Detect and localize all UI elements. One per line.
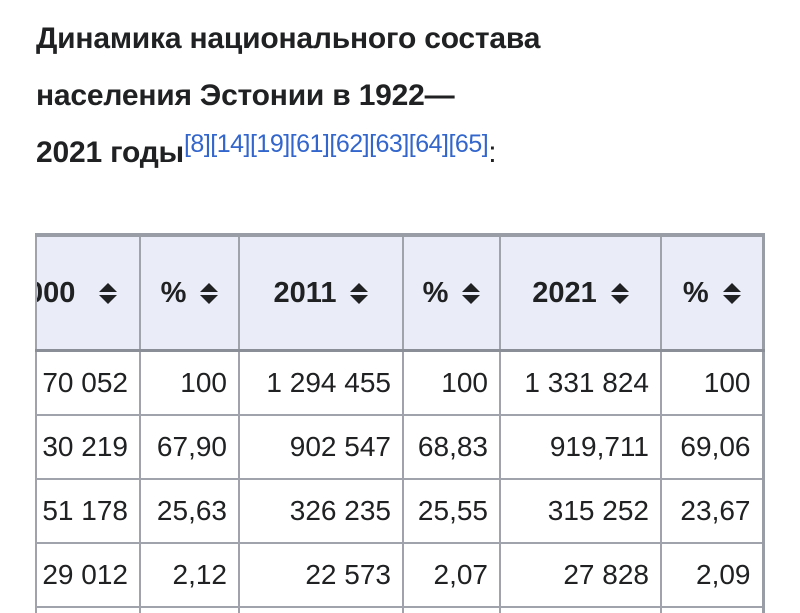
table-cell: 100 (660, 349, 764, 416)
title-line-3-text: 2021 годы (36, 136, 184, 169)
reference-link[interactable]: [14] (210, 130, 250, 158)
column-label: 2011 (273, 276, 337, 309)
table-cell: 2,07 (402, 542, 501, 608)
table-cell: 25,63 (139, 478, 240, 544)
table-cell: 69,06 (660, 414, 764, 480)
column-header-percent-2011[interactable]: % (402, 234, 501, 352)
column-header-percent-2021[interactable]: % (660, 234, 764, 352)
table-cell: 29 012 (35, 542, 141, 608)
table-cell (499, 606, 662, 613)
table-row (35, 606, 764, 613)
sort-icon (350, 282, 369, 304)
table-row: 30 219 67,90 902 547 68,83 919,711 69,06 (35, 414, 764, 480)
sort-icon (462, 282, 481, 304)
column-header-year-2021[interactable]: 2021 (499, 234, 662, 352)
table-cell: 919,711 (499, 414, 662, 480)
table-cell: 1 294 455 (238, 349, 404, 416)
table-cell: 326 235 (238, 478, 404, 544)
column-header-year-2011[interactable]: 2011 (238, 234, 404, 352)
table-cell: 22 573 (238, 542, 404, 608)
table-cell (35, 606, 141, 613)
table-cell: 2,09 (660, 542, 764, 608)
table-cell (402, 606, 501, 613)
column-label: 000 (38, 276, 76, 309)
table-row: 70 052 100 1 294 455 100 1 331 824 100 (35, 349, 764, 416)
table-cell: 315 252 (499, 478, 662, 544)
table-cell: 51 178 (35, 478, 141, 544)
section-title: Динамика национального состава населения… (36, 10, 776, 183)
title-line-2: населения Эстонии в 1922— (36, 79, 455, 112)
column-label: % (682, 276, 709, 309)
table-cell: 25,55 (402, 478, 501, 544)
table-cell: 70 052 (35, 349, 141, 416)
column-label: % (422, 276, 449, 309)
table-cell (139, 606, 240, 613)
column-label: 2021 (532, 276, 597, 309)
sort-icon (200, 282, 219, 304)
column-label: % (160, 276, 187, 309)
table-header-row: 000% 2011% 2021% (35, 234, 764, 352)
table-cell (660, 606, 764, 613)
title-line-3: 2021 годы[8][14][19][61][62][63][64][65]… (36, 124, 776, 183)
table-row: 29 012 2,12 22 573 2,07 27 828 2,09 (35, 542, 764, 608)
column-header-year-column-clipped[interactable]: 000 (35, 234, 141, 352)
reference-link[interactable]: [61] (289, 130, 330, 158)
table-cell: 1 331 824 (499, 349, 662, 416)
table-row: 51 178 25,63 326 235 25,55 315 252 23,67 (35, 478, 764, 544)
reference-link[interactable]: [62] (329, 130, 370, 158)
table-cell: 67,90 (139, 414, 240, 480)
title-line-1: Динамика национального состава (36, 22, 541, 55)
table-cell: 68,83 (402, 414, 501, 480)
table-cell: 30 219 (35, 414, 141, 480)
reference-link[interactable]: [64] (408, 130, 449, 158)
reference-link[interactable]: [65] (448, 130, 489, 158)
column-header-percent-2000[interactable]: % (139, 234, 240, 352)
reference-link[interactable]: [63] (369, 130, 409, 158)
table-cell: 27 828 (499, 542, 662, 608)
table-cell: 100 (402, 349, 501, 416)
sort-icon (99, 282, 118, 304)
table-cell: 100 (139, 349, 240, 416)
sort-icon (610, 282, 629, 304)
table-cell: 902 547 (238, 414, 404, 480)
table-cell (238, 606, 404, 613)
table-cell: 23,67 (660, 478, 764, 544)
reference-links: [8][14][19][61][62][63][64][65] (184, 130, 489, 169)
table-cell: 2,12 (139, 542, 240, 608)
sort-icon (722, 282, 741, 304)
reference-link[interactable]: [8] (183, 130, 211, 158)
title-colon: : (488, 136, 497, 169)
reference-link[interactable]: [19] (249, 130, 290, 158)
